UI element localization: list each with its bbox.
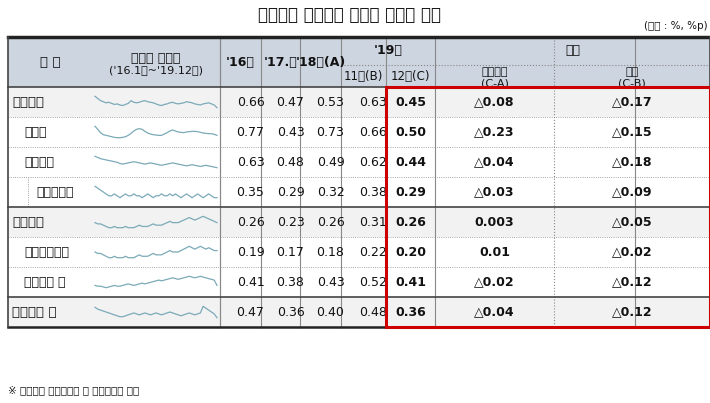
Text: 0.23: 0.23 — [277, 216, 305, 229]
Text: '19년: '19년 — [373, 44, 403, 58]
Text: 0.18: 0.18 — [317, 245, 344, 258]
Text: 0.49: 0.49 — [317, 156, 344, 168]
Text: '17.말: '17.말 — [263, 56, 297, 69]
Text: 국내은행 원화대출 부문별 연체율 추이: 국내은행 원화대출 부문별 연체율 추이 — [258, 6, 442, 24]
Text: 0.43: 0.43 — [277, 125, 305, 139]
Text: 0.41: 0.41 — [395, 276, 426, 289]
Text: 0.50: 0.50 — [395, 125, 426, 139]
Text: 0.26: 0.26 — [236, 216, 264, 229]
Text: '18말(A): '18말(A) — [295, 56, 346, 69]
Text: 원화대출 계: 원화대출 계 — [12, 305, 57, 318]
Text: △0.02: △0.02 — [612, 245, 652, 258]
Text: (C-A): (C-A) — [481, 78, 508, 88]
Text: ('16.1월~'19.12월): ('16.1월~'19.12월) — [109, 65, 203, 75]
Text: △0.02: △0.02 — [474, 276, 515, 289]
Bar — [8, 87, 710, 117]
Text: 개인사업자: 개인사업자 — [36, 185, 74, 199]
Text: 0.17: 0.17 — [277, 245, 305, 258]
Text: 0.48: 0.48 — [359, 305, 388, 318]
Text: △0.12: △0.12 — [612, 305, 652, 318]
Text: 0.47: 0.47 — [277, 96, 305, 108]
Text: 가계대출: 가계대출 — [12, 216, 44, 229]
Bar — [8, 297, 710, 327]
Text: 0.66: 0.66 — [236, 96, 264, 108]
Text: 0.63: 0.63 — [360, 96, 388, 108]
Text: (C-B): (C-B) — [618, 78, 646, 88]
Text: 연체율 시계열: 연체율 시계열 — [131, 52, 180, 64]
Text: 중소기업: 중소기업 — [24, 156, 54, 168]
Text: 기업대출: 기업대출 — [12, 96, 44, 108]
Bar — [386, 87, 710, 327]
Text: 0.45: 0.45 — [395, 96, 426, 108]
Text: △0.04: △0.04 — [474, 305, 515, 318]
Bar — [8, 207, 710, 237]
Text: 0.73: 0.73 — [317, 125, 344, 139]
Text: △0.04: △0.04 — [474, 156, 515, 168]
Text: △0.03: △0.03 — [474, 185, 515, 199]
Text: 0.26: 0.26 — [317, 216, 344, 229]
Text: 0.38: 0.38 — [359, 185, 388, 199]
Text: △0.09: △0.09 — [612, 185, 652, 199]
Text: △0.05: △0.05 — [612, 216, 652, 229]
Text: 0.32: 0.32 — [317, 185, 344, 199]
Text: △0.18: △0.18 — [612, 156, 652, 168]
Text: ※ 은행계정 원화대출금 및 신탁대출금 기준: ※ 은행계정 원화대출금 및 신탁대출금 기준 — [8, 385, 139, 395]
Text: 0.47: 0.47 — [236, 305, 264, 318]
Text: 0.29: 0.29 — [277, 185, 305, 199]
Text: 0.20: 0.20 — [395, 245, 426, 258]
Text: △0.08: △0.08 — [474, 96, 515, 108]
Text: 0.35: 0.35 — [236, 185, 264, 199]
Text: 0.44: 0.44 — [395, 156, 426, 168]
Text: 12말(C): 12말(C) — [391, 69, 430, 83]
Text: 0.01: 0.01 — [479, 245, 510, 258]
Text: 0.53: 0.53 — [317, 96, 344, 108]
Text: 0.38: 0.38 — [277, 276, 305, 289]
Text: 0.62: 0.62 — [360, 156, 388, 168]
Text: 0.41: 0.41 — [236, 276, 264, 289]
Text: 신용대출 등: 신용대출 등 — [24, 276, 65, 289]
Text: 0.43: 0.43 — [317, 276, 344, 289]
Text: 전년동월: 전년동월 — [481, 67, 508, 77]
Text: △0.23: △0.23 — [474, 125, 515, 139]
Text: 0.26: 0.26 — [395, 216, 426, 229]
Text: 전월: 전월 — [626, 67, 638, 77]
Text: 0.36: 0.36 — [395, 305, 426, 318]
Bar — [8, 37, 710, 87]
Text: 0.31: 0.31 — [360, 216, 388, 229]
Text: 0.19: 0.19 — [236, 245, 264, 258]
Text: 0.36: 0.36 — [277, 305, 305, 318]
Text: 증감: 증감 — [565, 44, 580, 58]
Text: 0.40: 0.40 — [317, 305, 344, 318]
Text: 주택담보대출: 주택담보대출 — [24, 245, 69, 258]
Text: △0.12: △0.12 — [612, 276, 652, 289]
Text: 0.66: 0.66 — [360, 125, 388, 139]
Text: 0.52: 0.52 — [359, 276, 388, 289]
Text: 0.003: 0.003 — [475, 216, 514, 229]
Text: 0.77: 0.77 — [236, 125, 265, 139]
Text: 11말(B): 11말(B) — [344, 69, 383, 83]
Text: (단위 : %, %p): (단위 : %, %p) — [645, 21, 708, 31]
Text: 0.22: 0.22 — [360, 245, 388, 258]
Text: △0.15: △0.15 — [612, 125, 652, 139]
Text: '16말: '16말 — [226, 56, 255, 69]
Text: △0.17: △0.17 — [612, 96, 652, 108]
Text: 0.48: 0.48 — [277, 156, 305, 168]
Text: 구 분: 구 분 — [40, 56, 60, 69]
Text: 0.29: 0.29 — [395, 185, 426, 199]
Text: 0.63: 0.63 — [236, 156, 264, 168]
Text: 대기업: 대기업 — [24, 125, 46, 139]
